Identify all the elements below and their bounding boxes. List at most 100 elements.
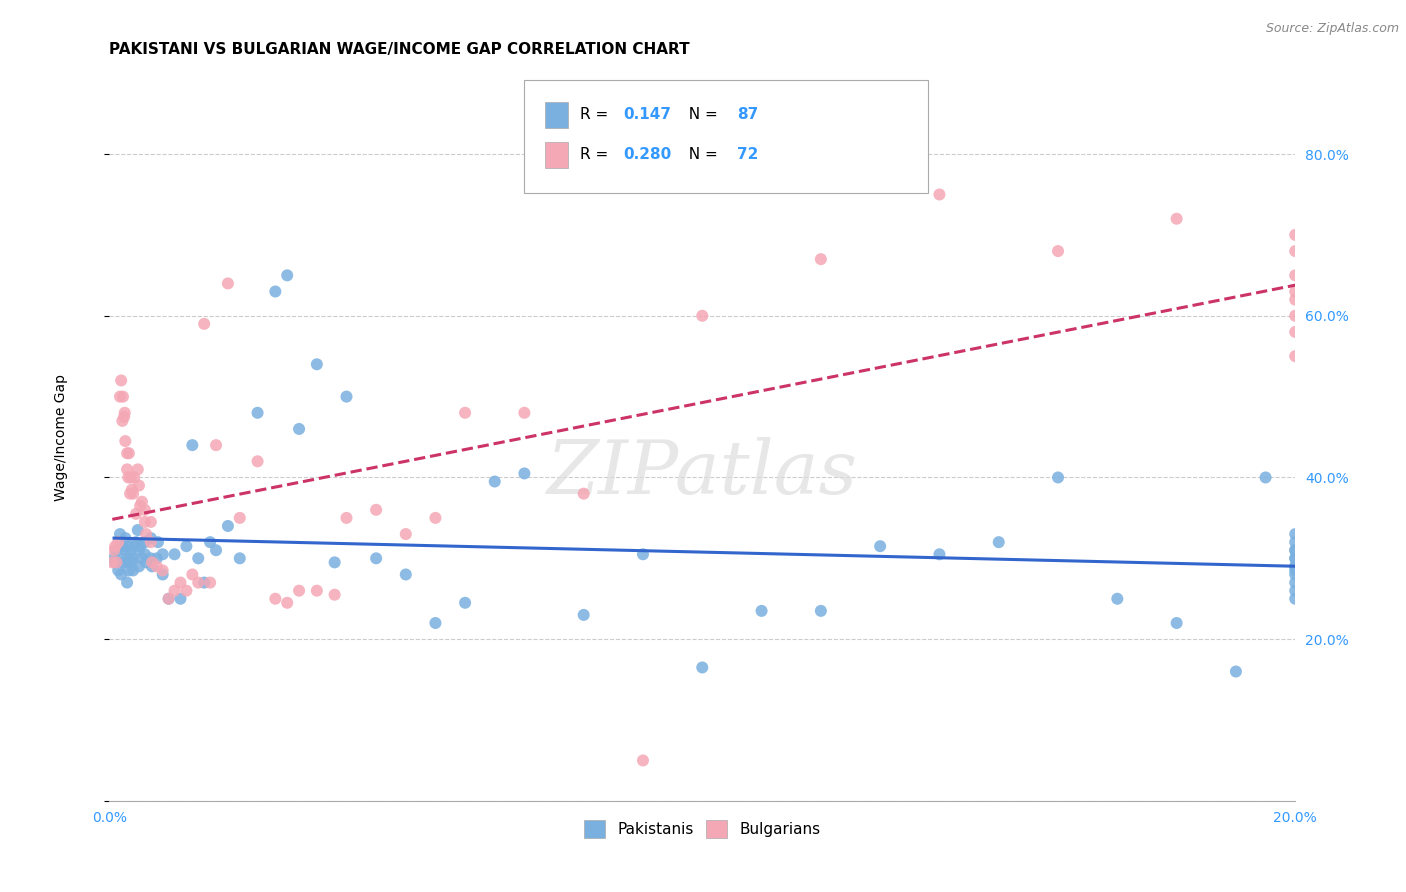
Point [193, 575, 215, 590]
Point [229, 511, 252, 525]
Point [187, 551, 209, 566]
Point [115, 575, 138, 590]
Point [120, 470, 142, 484]
Point [169, 591, 191, 606]
Point [1284, 583, 1306, 598]
Text: Source: ZipAtlas.com: Source: ZipAtlas.com [1265, 22, 1399, 36]
Point [134, 515, 156, 529]
Point [1284, 325, 1306, 339]
Point [395, 567, 418, 582]
Point [128, 478, 150, 492]
Point [1284, 293, 1306, 307]
Point [366, 503, 388, 517]
Point [1284, 591, 1306, 606]
Text: 72: 72 [737, 147, 758, 162]
Text: N =: N = [679, 147, 723, 162]
Point [120, 543, 142, 558]
Point [425, 615, 447, 630]
Point [335, 511, 357, 525]
Point [631, 754, 654, 768]
Point [484, 475, 506, 489]
Point [454, 406, 477, 420]
Point [114, 434, 136, 448]
Point [217, 277, 239, 291]
Point [217, 519, 239, 533]
Point [139, 531, 162, 545]
Point [121, 483, 143, 497]
Point [264, 285, 287, 299]
Point [114, 531, 136, 545]
Point [246, 406, 269, 420]
Point [122, 539, 145, 553]
Point [139, 515, 162, 529]
Point [305, 357, 328, 371]
Point [810, 252, 832, 267]
Point [1284, 349, 1306, 363]
Point [129, 539, 152, 553]
Point [1166, 211, 1188, 226]
Point [110, 567, 132, 582]
Point [1254, 470, 1277, 484]
Point [690, 660, 713, 674]
Point [145, 551, 167, 566]
Point [323, 588, 346, 602]
Point [122, 564, 145, 578]
Point [176, 539, 198, 553]
Point [181, 438, 204, 452]
Point [152, 567, 174, 582]
Point [110, 374, 132, 388]
FancyBboxPatch shape [524, 80, 928, 194]
Point [1284, 559, 1306, 574]
Point [120, 551, 142, 566]
Point [1284, 567, 1306, 582]
Point [987, 535, 1010, 549]
Point [108, 527, 131, 541]
Point [169, 575, 191, 590]
Point [513, 467, 536, 481]
Text: 87: 87 [737, 107, 758, 122]
Point [135, 555, 157, 569]
Point [335, 390, 357, 404]
Point [125, 535, 148, 549]
Point [395, 527, 418, 541]
Y-axis label: Wage/Income Gap: Wage/Income Gap [53, 374, 67, 500]
Text: PAKISTANI VS BULGARIAN WAGE/INCOME GAP CORRELATION CHART: PAKISTANI VS BULGARIAN WAGE/INCOME GAP C… [110, 42, 690, 57]
Point [122, 486, 145, 500]
Point [928, 187, 950, 202]
Point [751, 604, 773, 618]
Point [114, 543, 136, 558]
Point [1284, 564, 1306, 578]
Point [127, 523, 149, 537]
Point [111, 555, 134, 569]
Point [572, 607, 595, 622]
Point [1284, 535, 1306, 549]
Point [128, 559, 150, 574]
Point [1225, 665, 1247, 679]
Point [127, 462, 149, 476]
Point [111, 539, 134, 553]
Point [572, 486, 595, 500]
Point [145, 559, 167, 574]
Point [198, 535, 221, 549]
Point [135, 527, 157, 541]
Point [131, 494, 153, 508]
Point [1284, 543, 1306, 558]
FancyBboxPatch shape [544, 102, 568, 128]
Point [152, 564, 174, 578]
Point [513, 406, 536, 420]
Point [425, 511, 447, 525]
Point [115, 446, 138, 460]
Point [141, 555, 163, 569]
Point [128, 543, 150, 558]
Point [125, 507, 148, 521]
Text: R =: R = [581, 147, 613, 162]
Point [107, 564, 129, 578]
Point [112, 409, 135, 424]
Point [264, 591, 287, 606]
Point [690, 309, 713, 323]
Point [117, 470, 139, 484]
Point [1047, 244, 1070, 258]
Point [1284, 285, 1306, 299]
Point [105, 555, 128, 569]
Point [120, 555, 142, 569]
